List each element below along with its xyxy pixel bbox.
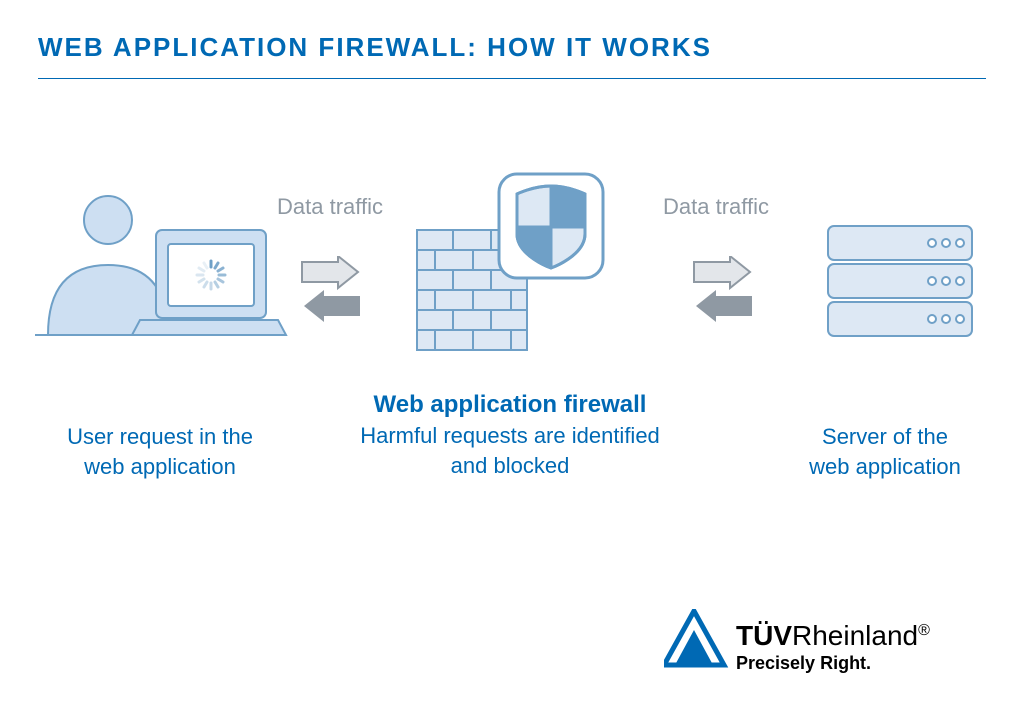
page-title: WEB APPLICATION FIREWALL: HOW IT WORKS	[38, 32, 712, 63]
caption-firewall-line1: Harmful requests are identified	[360, 423, 660, 448]
caption-firewall: Web application firewall Harmful request…	[300, 389, 720, 481]
caption-user-line1: User request in the	[67, 424, 253, 449]
logo-brand-suffix: Rheinland	[792, 620, 918, 651]
node-firewall	[380, 170, 640, 365]
tuv-rheinland-logo-icon: TÜVRheinland® Precisely Right.	[664, 609, 964, 685]
traffic-label-right: Data traffic	[646, 194, 786, 220]
node-server	[810, 170, 990, 345]
caption-server: Server of the web application	[770, 422, 1000, 481]
logo-tagline: Precisely Right.	[736, 653, 871, 673]
bidirectional-arrows-icon	[298, 256, 364, 322]
title-underline	[38, 78, 986, 79]
server-icon	[820, 170, 980, 340]
brand-logo: TÜVRheinland® Precisely Right.	[664, 609, 964, 690]
caption-server-line1: Server of the	[822, 424, 948, 449]
bidirectional-arrows-icon	[690, 256, 756, 322]
caption-user-line2: web application	[84, 454, 236, 479]
svg-text:TÜVRheinland®: TÜVRheinland®	[736, 620, 930, 651]
caption-user: User request in the web application	[30, 422, 290, 481]
node-user	[30, 170, 290, 345]
arrow-pair-left	[298, 256, 364, 322]
user-laptop-icon	[30, 170, 290, 340]
arrow-pair-right	[690, 256, 756, 322]
logo-brand-prefix: TÜV	[736, 620, 792, 651]
caption-firewall-heading: Web application firewall	[374, 391, 647, 418]
caption-server-line2: web application	[809, 454, 961, 479]
caption-firewall-line2: and blocked	[451, 453, 570, 478]
diagram-area: Data traffic	[0, 170, 1024, 500]
traffic-label-left: Data traffic	[260, 194, 400, 220]
logo-registered: ®	[918, 622, 930, 639]
firewall-shield-icon	[405, 170, 615, 360]
